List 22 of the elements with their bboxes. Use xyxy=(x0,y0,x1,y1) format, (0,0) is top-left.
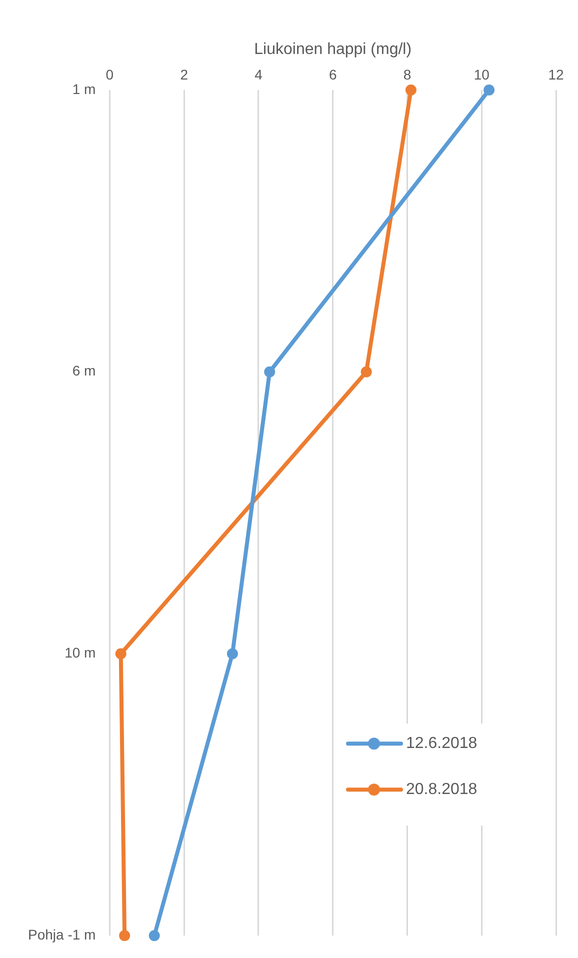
y-tick-label: 1 m xyxy=(72,80,96,97)
x-axis-title: Liukoinen happi (mg/l) xyxy=(254,41,412,58)
point xyxy=(405,84,416,96)
x-tick-label: 2 xyxy=(180,66,188,82)
point xyxy=(264,366,276,378)
legend-label: 12.6.2018 xyxy=(406,735,478,752)
x-tick-label: 4 xyxy=(254,66,263,82)
x-tick-label: 12 xyxy=(548,66,564,82)
x-tick-label: 10 xyxy=(474,66,490,82)
point xyxy=(148,930,160,942)
point xyxy=(119,930,130,942)
point xyxy=(360,366,372,378)
x-tick-label: 6 xyxy=(328,66,337,82)
x-tick-label: 0 xyxy=(106,66,114,82)
y-tick-label: Pohja -1 m xyxy=(28,926,96,942)
point xyxy=(226,648,238,660)
x-tick-label: 8 xyxy=(403,66,412,82)
y-tick-label: 6 m xyxy=(72,362,96,379)
point xyxy=(115,648,126,660)
legend-label: 20.8.2018 xyxy=(406,781,478,798)
y-tick-label: 10 m xyxy=(64,644,96,661)
point xyxy=(484,84,495,96)
